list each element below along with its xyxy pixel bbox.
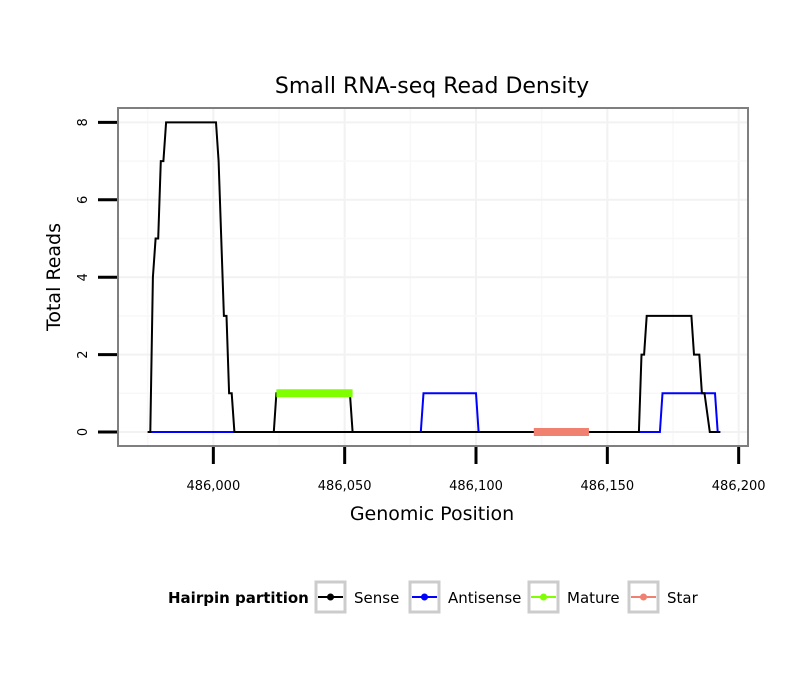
legend-entry-sense: Sense [314,580,399,614]
legend-key-point [327,593,334,601]
series-layer [147,121,721,436]
y-tick-label: 8 [76,118,91,126]
legend-key-point [421,593,428,601]
legend-entry-mature: Mature [527,580,620,614]
x-tick-label: 486,150 [580,479,634,494]
legend-label: Sense [354,589,399,607]
legend-label: Star [667,589,699,607]
y-tick-label: 2 [76,350,91,358]
legend-title: Hairpin partition [168,589,309,607]
legend: Hairpin partition Sense Antisense Mature St… [168,580,699,614]
legend-key-point [640,593,647,601]
x-tick-label: 486,100 [449,479,503,494]
legend-entry-star: Star [627,580,699,614]
chart-title: Small RNA-seq Read Density [275,74,589,99]
y-tick-label: 4 [76,273,91,281]
y-axis-label: Total Reads [43,223,65,332]
y-tick-label: 0 [76,428,91,436]
x-tick-label: 486,200 [712,479,766,494]
legend-label: Mature [567,589,620,607]
series-line-sense [147,121,721,433]
legend-label: Antisense [448,589,521,607]
legend-entry-antisense: Antisense [408,580,521,614]
x-tick-label: 486,000 [186,479,240,494]
x-axis-label: Genomic Position [350,503,514,525]
x-tick-label: 486,050 [318,479,372,494]
legend-key-point [540,593,547,601]
y-tick-label: 6 [76,196,91,204]
x-axis: 486,000 486,050 486,100 486,150 486,200 [186,447,766,494]
y-axis: 0 2 4 6 8 [76,118,117,436]
panel-border [117,107,749,447]
